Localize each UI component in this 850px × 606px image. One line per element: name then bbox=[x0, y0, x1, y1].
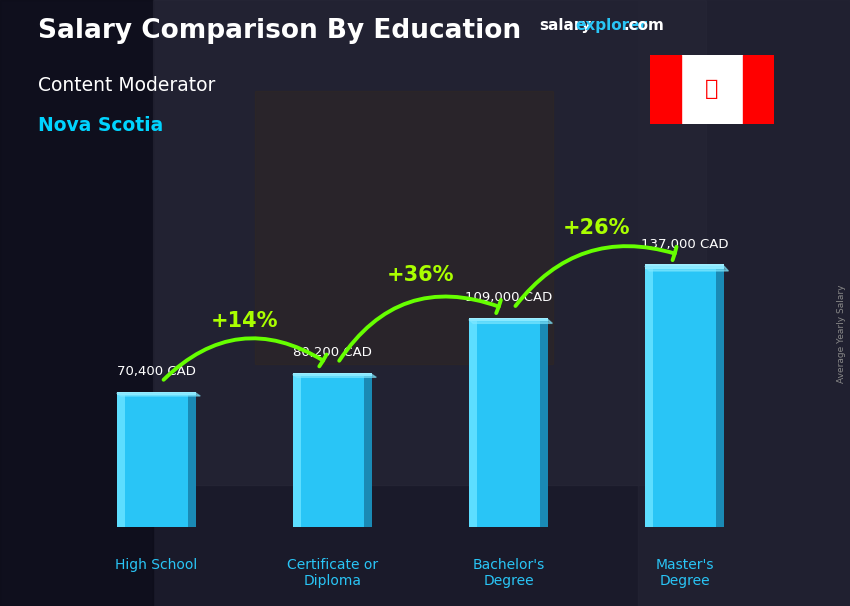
Bar bbox=[188, 393, 196, 527]
Polygon shape bbox=[645, 266, 728, 271]
Bar bbox=[540, 319, 548, 527]
Text: +26%: +26% bbox=[563, 218, 630, 238]
Polygon shape bbox=[292, 375, 377, 378]
Bar bbox=[116, 393, 196, 527]
Bar bbox=[469, 319, 477, 527]
Bar bbox=[292, 375, 372, 527]
Text: .com: .com bbox=[623, 18, 664, 33]
Text: Salary Comparison By Education: Salary Comparison By Education bbox=[38, 18, 521, 44]
Bar bbox=[717, 266, 724, 527]
Bar bbox=[255, 91, 552, 364]
Text: Average Yearly Salary: Average Yearly Salary bbox=[836, 284, 846, 382]
Bar bbox=[0, 0, 153, 606]
Text: 137,000 CAD: 137,000 CAD bbox=[641, 238, 728, 251]
Bar bbox=[292, 373, 372, 376]
Bar bbox=[153, 0, 705, 485]
Text: Nova Scotia: Nova Scotia bbox=[38, 116, 163, 135]
Text: +36%: +36% bbox=[387, 265, 454, 285]
Text: +14%: +14% bbox=[211, 311, 278, 331]
Bar bbox=[469, 318, 548, 322]
Bar bbox=[116, 393, 125, 527]
Bar bbox=[469, 319, 548, 527]
Text: Content Moderator: Content Moderator bbox=[38, 76, 216, 95]
Bar bbox=[364, 375, 372, 527]
Bar bbox=[638, 0, 850, 606]
Bar bbox=[645, 266, 724, 527]
Text: Certificate or
Diploma: Certificate or Diploma bbox=[286, 558, 378, 588]
Text: 🍁: 🍁 bbox=[706, 79, 718, 99]
Text: High School: High School bbox=[116, 558, 197, 571]
Text: salary: salary bbox=[540, 18, 592, 33]
Text: 70,400 CAD: 70,400 CAD bbox=[117, 365, 196, 378]
Bar bbox=[116, 391, 196, 395]
Bar bbox=[650, 55, 681, 124]
Text: Bachelor's
Degree: Bachelor's Degree bbox=[473, 558, 545, 588]
Polygon shape bbox=[116, 393, 201, 396]
Polygon shape bbox=[469, 319, 552, 324]
Bar bbox=[645, 266, 653, 527]
Bar bbox=[292, 375, 301, 527]
Text: 109,000 CAD: 109,000 CAD bbox=[465, 291, 552, 304]
Text: explorer: explorer bbox=[575, 18, 648, 33]
Bar bbox=[645, 264, 724, 268]
Text: Master's
Degree: Master's Degree bbox=[655, 558, 714, 588]
Text: 80,200 CAD: 80,200 CAD bbox=[293, 346, 371, 359]
Bar bbox=[743, 55, 774, 124]
